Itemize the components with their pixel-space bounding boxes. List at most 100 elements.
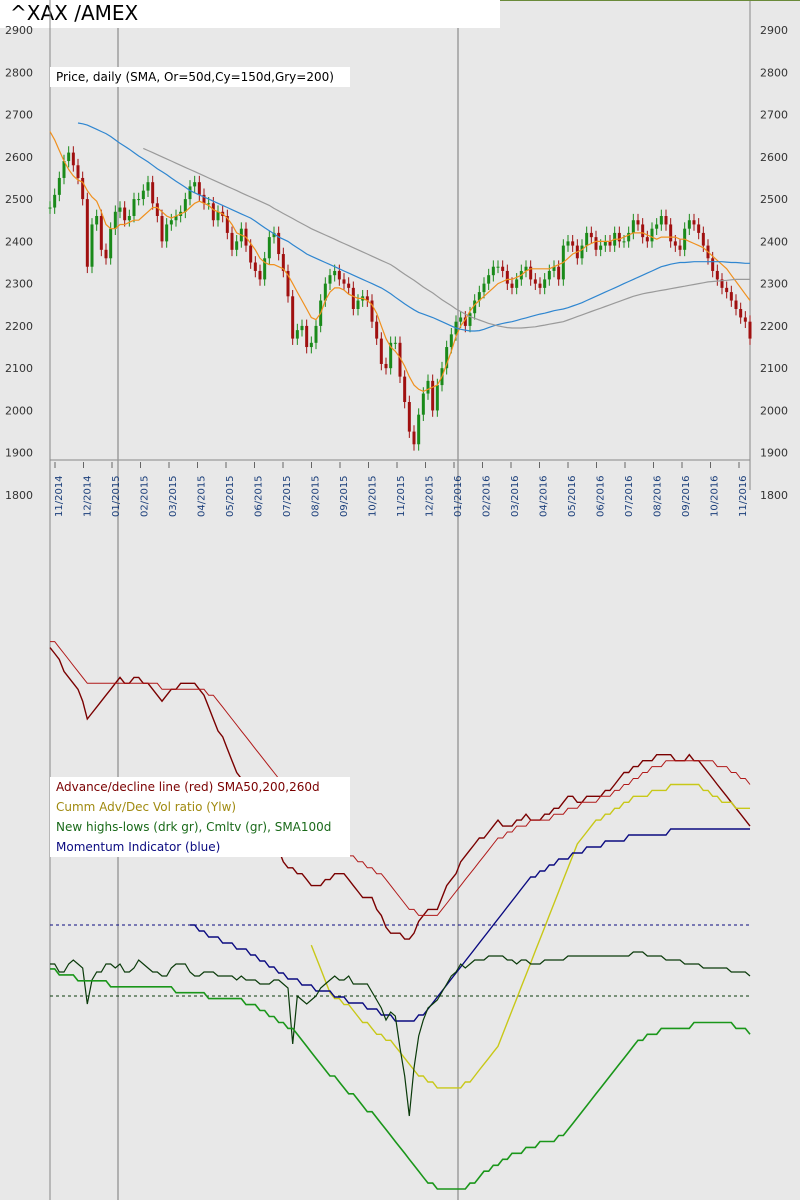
y-tick-right: 2200 bbox=[760, 320, 788, 333]
price-bar-body bbox=[384, 363, 388, 369]
price-title-text: Price, daily (SMA, Or=50d,Cy=150d,Gry=20… bbox=[56, 70, 334, 84]
y-tick-right: 2700 bbox=[760, 109, 788, 122]
price-y-ticks-left: 2900 2800 2700 2600 2500 2400 2300 2200 2100 2000… bbox=[5, 24, 33, 502]
x-tick-label: 05/2016 bbox=[567, 475, 578, 517]
price-bar-body bbox=[193, 182, 197, 187]
price-bar-body bbox=[412, 431, 416, 445]
price-bar-body bbox=[258, 270, 262, 280]
x-tick-label: 08/2015 bbox=[311, 475, 322, 517]
price-bar-body bbox=[277, 232, 281, 255]
price-bar-body bbox=[566, 241, 570, 246]
price-bar-body bbox=[118, 207, 122, 212]
legend-vol-ratio: Cumm Adv/Dec Vol ratio (Ylw) bbox=[56, 800, 237, 814]
x-tick-label: 12/2015 bbox=[425, 475, 436, 517]
x-tick-label: 06/2016 bbox=[596, 475, 607, 517]
price-bar-body bbox=[627, 232, 631, 242]
price-bar-body bbox=[333, 270, 337, 276]
x-tick-label: 05/2015 bbox=[225, 475, 236, 517]
price-bar-body bbox=[491, 266, 495, 276]
price-bar-body bbox=[510, 283, 514, 288]
x-tick-label: 01/2015 bbox=[111, 475, 122, 517]
price-x-ticks: 11/2014 12/2014 01/2015 02/2015 03/2015 04/20… bbox=[54, 462, 749, 517]
y-tick-right: 1800 bbox=[760, 489, 788, 502]
price-bar-body bbox=[692, 220, 696, 225]
x-tick-label: 09/2015 bbox=[339, 475, 350, 517]
legend-ad-line: Advance/decline line (red) SMA50,200,260… bbox=[56, 780, 320, 794]
price-bar-body bbox=[547, 270, 551, 280]
y-tick-left: 2400 bbox=[5, 235, 33, 248]
price-bar-body bbox=[589, 232, 593, 238]
price-sma-line-3 bbox=[143, 147, 750, 329]
x-tick-label: 04/2015 bbox=[197, 475, 208, 517]
price-bar-body bbox=[295, 330, 299, 339]
price-bar-body bbox=[286, 270, 290, 297]
price-bar-body bbox=[603, 241, 607, 246]
x-tick-label: 03/2016 bbox=[510, 475, 521, 517]
price-bar-body bbox=[365, 296, 369, 301]
x-tick-label: 07/2015 bbox=[282, 475, 293, 517]
x-tick-label: 04/2016 bbox=[539, 475, 550, 517]
price-bar-body bbox=[48, 207, 52, 209]
price-bar-body bbox=[356, 300, 360, 309]
price-bar-body bbox=[141, 190, 145, 200]
breadth-series-0 bbox=[49, 647, 751, 940]
price-bar-body bbox=[169, 220, 173, 225]
y-tick-right: 2800 bbox=[760, 66, 788, 79]
price-bar-body bbox=[729, 292, 733, 301]
price-bar-body bbox=[515, 279, 519, 288]
price-bar-body bbox=[146, 182, 150, 191]
price-bar-body bbox=[207, 203, 211, 205]
price-bar-body bbox=[543, 279, 547, 288]
price-bar-body bbox=[151, 182, 155, 204]
price-bar-body bbox=[347, 283, 351, 288]
price-bar-body bbox=[711, 258, 715, 271]
breadth-series-1 bbox=[50, 641, 751, 916]
price-bar-body bbox=[160, 216, 164, 242]
price-bar-body bbox=[123, 207, 127, 221]
price-bar-body bbox=[314, 325, 318, 343]
ticker-title: ^XAX /AMEX bbox=[0, 0, 500, 28]
price-bar-body bbox=[552, 266, 556, 271]
y-tick-left: 2700 bbox=[5, 109, 33, 122]
price-bar-body bbox=[155, 203, 159, 216]
price-bar-body bbox=[650, 228, 654, 242]
price-bar-body bbox=[608, 241, 612, 246]
x-tick-label: 07/2016 bbox=[624, 475, 635, 517]
y-tick-left: 2300 bbox=[5, 278, 33, 291]
y-tick-left: 1800 bbox=[5, 489, 33, 502]
x-tick-label: 03/2015 bbox=[168, 475, 179, 517]
price-bar-body bbox=[337, 270, 341, 280]
y-tick-left: 2900 bbox=[5, 24, 33, 37]
price-bar-body bbox=[421, 393, 425, 415]
x-tick-label: 01/2016 bbox=[453, 475, 464, 517]
legend-new-highs-lows: New highs-lows (drk gr), Cmltv (gr), SMA… bbox=[56, 820, 332, 834]
y-tick-left: 2000 bbox=[5, 404, 33, 417]
x-tick-label: 11/2015 bbox=[396, 475, 407, 517]
y-tick-left: 2600 bbox=[5, 151, 33, 164]
price-series bbox=[48, 122, 752, 451]
price-bar-body bbox=[216, 211, 220, 221]
price-bar-body bbox=[53, 194, 57, 208]
breadth-series-3 bbox=[190, 828, 750, 1022]
price-bar-body bbox=[393, 342, 397, 344]
y-tick-right: 1900 bbox=[760, 447, 788, 460]
price-bar-body bbox=[305, 325, 309, 348]
y-tick-left: 2500 bbox=[5, 193, 33, 206]
price-bar-body bbox=[197, 182, 201, 195]
price-sma-line-1 bbox=[49, 131, 751, 393]
x-tick-label: 06/2015 bbox=[254, 475, 265, 517]
price-bar-body bbox=[309, 342, 313, 348]
price-bar-body bbox=[622, 241, 626, 243]
price-bar-body bbox=[580, 245, 584, 259]
price-bar-body bbox=[235, 241, 239, 250]
y-tick-left: 1900 bbox=[5, 447, 33, 460]
price-bar-body bbox=[267, 237, 271, 259]
price-bar-body bbox=[697, 224, 701, 233]
x-tick-label: 09/2016 bbox=[681, 475, 692, 517]
price-bar-body bbox=[71, 152, 75, 166]
price-bar-body bbox=[669, 224, 673, 242]
price-bar-body bbox=[225, 216, 229, 233]
price-bar-body bbox=[449, 334, 453, 348]
price-bar-body bbox=[407, 402, 411, 432]
